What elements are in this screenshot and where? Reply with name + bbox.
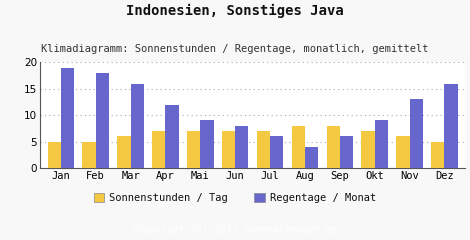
Bar bbox=[292, 126, 305, 168]
Bar bbox=[61, 68, 74, 168]
Bar bbox=[165, 105, 179, 168]
Bar bbox=[340, 136, 353, 168]
Bar bbox=[118, 136, 131, 168]
Bar bbox=[431, 142, 444, 168]
Bar bbox=[131, 84, 144, 168]
Bar bbox=[444, 84, 458, 168]
Legend: Sonnenstunden / Tag, Regentage / Monat: Sonnenstunden / Tag, Regentage / Monat bbox=[90, 189, 380, 207]
Bar bbox=[187, 131, 200, 168]
Bar bbox=[305, 147, 318, 168]
Text: Indonesien, Sonstiges Java: Indonesien, Sonstiges Java bbox=[126, 4, 344, 18]
Bar bbox=[409, 99, 423, 168]
Bar bbox=[396, 136, 409, 168]
Bar bbox=[270, 136, 283, 168]
Bar bbox=[257, 131, 270, 168]
Bar bbox=[200, 120, 213, 168]
Bar bbox=[83, 142, 96, 168]
Text: Copyright (C) 2011 sonnenlaender.de: Copyright (C) 2011 sonnenlaender.de bbox=[132, 225, 338, 235]
Bar bbox=[222, 131, 235, 168]
Text: Klimadiagramm: Sonnenstunden / Regentage, monatlich, gemittelt: Klimadiagramm: Sonnenstunden / Regentage… bbox=[41, 44, 429, 54]
Bar bbox=[96, 73, 109, 168]
Bar bbox=[47, 142, 61, 168]
Bar bbox=[375, 120, 388, 168]
Bar bbox=[152, 131, 165, 168]
Bar bbox=[361, 131, 375, 168]
Bar bbox=[235, 126, 249, 168]
Bar bbox=[327, 126, 340, 168]
